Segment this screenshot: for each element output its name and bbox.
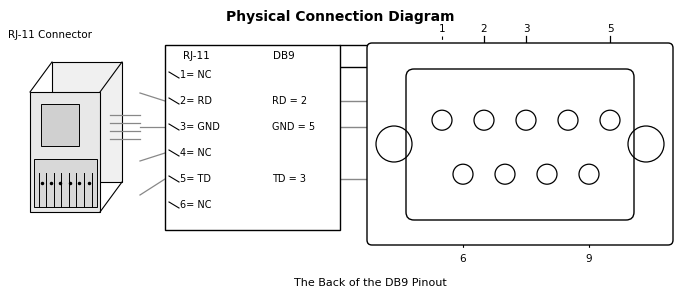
- Text: 3= GND: 3= GND: [180, 122, 220, 132]
- Text: 2= RD: 2= RD: [180, 96, 212, 106]
- Text: 5: 5: [607, 24, 614, 34]
- Text: 6= NC: 6= NC: [180, 200, 211, 210]
- Text: TD = 3: TD = 3: [272, 174, 306, 184]
- Text: 1: 1: [438, 24, 445, 34]
- FancyBboxPatch shape: [406, 69, 634, 220]
- Text: 4= NC: 4= NC: [180, 148, 211, 158]
- FancyBboxPatch shape: [367, 43, 673, 245]
- Text: 1= NC: 1= NC: [180, 70, 211, 80]
- Bar: [34, 159, 96, 207]
- Text: 3: 3: [523, 24, 529, 34]
- Bar: [52, 62, 122, 182]
- Text: 5= TD: 5= TD: [180, 174, 211, 184]
- Text: 9: 9: [586, 254, 592, 264]
- Text: Physical Connection Diagram: Physical Connection Diagram: [226, 10, 454, 24]
- Text: RD = 2: RD = 2: [272, 96, 307, 106]
- Bar: [165, 45, 340, 230]
- Text: 2: 2: [481, 24, 487, 34]
- Text: DB9: DB9: [273, 51, 295, 61]
- Text: 6: 6: [460, 254, 466, 264]
- Bar: [40, 104, 79, 146]
- Bar: [30, 92, 100, 212]
- Text: The Back of the DB9 Pinout: The Back of the DB9 Pinout: [293, 278, 447, 288]
- Text: RJ-11: RJ-11: [183, 51, 210, 61]
- Text: RJ-11 Connector: RJ-11 Connector: [8, 30, 92, 40]
- Text: GND = 5: GND = 5: [272, 122, 315, 132]
